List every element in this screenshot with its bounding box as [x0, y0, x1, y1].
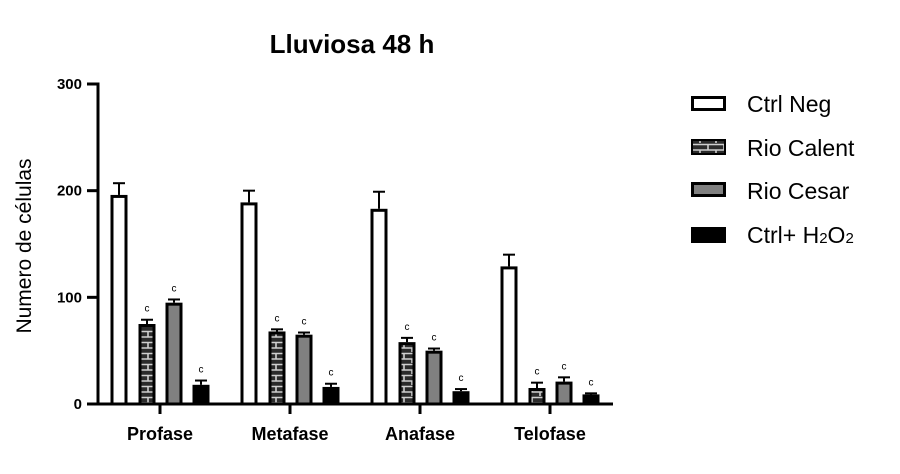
x-category-label: Anafase — [385, 424, 455, 444]
legend-label: Rio Cesar — [747, 178, 850, 204]
bars: c c c c c c c c c c c c — [110, 182, 600, 406]
legend-swatch-white — [691, 96, 726, 111]
x-category-label: Telofase — [514, 424, 586, 444]
chart-title: Lluviosa 48 h — [270, 29, 435, 59]
bar-ctrl-neg — [370, 190, 388, 406]
legend-swatch-black — [691, 227, 726, 243]
legend-swatch-brick — [691, 139, 726, 155]
significance-label: c — [459, 373, 464, 384]
significance-label: c — [145, 304, 150, 315]
bar-ctrl-h2o2: c — [582, 377, 600, 406]
legend: Ctrl Neg Rio Calent Rio Cesar Ctrl+ H2O2 — [691, 91, 855, 248]
y-tick-label: 200 — [57, 183, 82, 200]
bar-ctrl-neg — [240, 189, 258, 406]
significance-label: c — [432, 333, 437, 344]
legend-item-ctrl-h2o2: Ctrl+ H2O2 — [691, 222, 854, 248]
bar-ctrl-h2o2: c — [452, 373, 470, 406]
legend-item-ctrl-neg: Ctrl Neg — [691, 91, 831, 117]
legend-label: Rio Calent — [747, 135, 855, 161]
bar-rio-cesar: c — [295, 317, 313, 406]
legend-item-rio-cesar: Rio Cesar — [691, 178, 850, 204]
significance-label: c — [405, 322, 410, 333]
bar-rio-calent: c — [268, 313, 286, 406]
bar-rio-calent: c — [398, 322, 416, 406]
significance-label: c — [199, 365, 204, 376]
legend-label: Ctrl+ H2O2 — [747, 222, 854, 248]
bar-ctrl-h2o2: c — [192, 365, 210, 406]
y-axis: 0 100 200 300 — [57, 76, 100, 413]
bar-rio-cesar: c — [425, 333, 443, 406]
bar-rio-calent: c — [528, 367, 546, 406]
significance-label: c — [172, 283, 177, 294]
legend-swatch-gray — [691, 182, 726, 197]
significance-label: c — [589, 377, 594, 388]
bar-rio-cesar: c — [165, 283, 183, 406]
y-axis-label: Numero de células — [13, 158, 36, 333]
bar-ctrl-neg — [110, 182, 128, 406]
y-tick-label: 0 — [74, 396, 82, 413]
x-category-label: Profase — [127, 424, 193, 444]
legend-label: Ctrl Neg — [747, 91, 831, 117]
x-category-label: Metafase — [251, 424, 328, 444]
significance-label: c — [329, 368, 334, 379]
bar-ctrl-h2o2: c — [322, 368, 340, 406]
significance-label: c — [302, 317, 307, 328]
bar-rio-calent: c — [138, 304, 156, 406]
x-axis: Profase Metafase Anafase Telofase — [96, 402, 613, 444]
significance-label: c — [535, 367, 540, 378]
bar-rio-cesar: c — [555, 361, 573, 406]
significance-label: c — [275, 313, 280, 324]
legend-item-rio-calent: Rio Calent — [691, 135, 855, 161]
significance-label: c — [562, 361, 567, 372]
y-tick-label: 300 — [57, 76, 82, 93]
bar-ctrl-neg — [500, 253, 518, 406]
y-tick-label: 100 — [57, 289, 82, 306]
